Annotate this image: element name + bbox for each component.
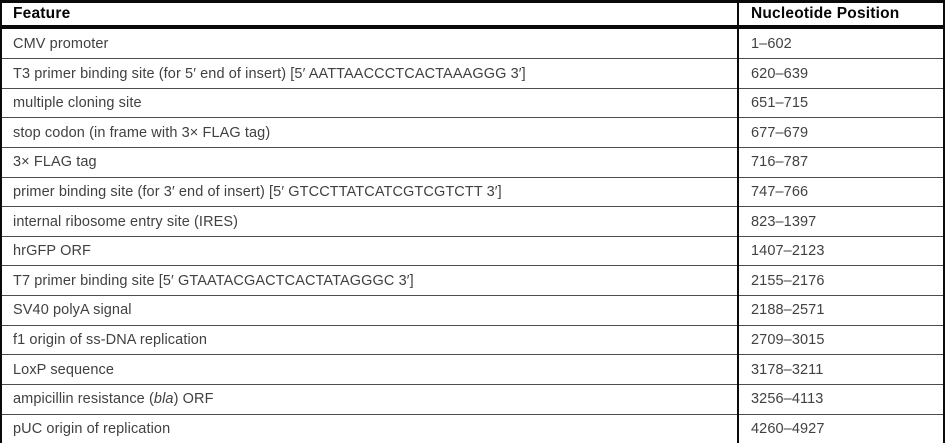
table-row: hrGFP ORF 1407–2123 [1, 236, 944, 267]
position-cell: 677–679 [737, 117, 944, 149]
position-cell: 4260–4927 [737, 414, 944, 443]
feature-cell: CMV promoter [1, 27, 738, 60]
position-cell: 2155–2176 [737, 265, 944, 297]
feature-cell: internal ribosome entry site (IRES) [1, 206, 738, 237]
table-row: pUC origin of replication 4260–4927 [1, 414, 944, 443]
gene-name-italic: bla [153, 391, 174, 408]
feature-cell: LoxP sequence [1, 354, 738, 385]
position-cell: 1–602 [737, 27, 944, 60]
position-cell: 3256–4113 [737, 384, 944, 415]
feature-cell: f1 origin of ss-DNA replication [1, 325, 738, 356]
position-cell: 620–639 [737, 58, 944, 89]
table-row: T7 primer binding site [5′ GTAATACGACTCA… [1, 265, 944, 297]
table-row: ampicillin resistance (bla) ORF 3256–411… [1, 384, 944, 415]
table-row: LoxP sequence 3178–3211 [1, 354, 944, 385]
table-row: f1 origin of ss-DNA replication 2709–301… [1, 325, 944, 356]
feature-cell: primer binding site (for 3′ end of inser… [1, 177, 738, 208]
feature-cell: T3 primer binding site (for 5′ end of in… [1, 58, 738, 89]
position-cell: 3178–3211 [737, 354, 944, 385]
column-header-feature: Feature [1, 1, 738, 29]
table-row: primer binding site (for 3′ end of inser… [1, 177, 944, 208]
feature-cell: multiple cloning site [1, 88, 738, 119]
table-row: multiple cloning site 651–715 [1, 88, 944, 119]
feature-cell: ampicillin resistance (bla) ORF [1, 384, 738, 415]
table-row: stop codon (in frame with 3× FLAG tag) 6… [1, 117, 944, 149]
table-row: SV40 polyA signal 2188–2571 [1, 295, 944, 326]
position-cell: 823–1397 [737, 206, 944, 237]
feature-text-suffix: ) ORF [173, 391, 214, 408]
table-row: 3× FLAG tag 716–787 [1, 147, 944, 178]
feature-text-prefix: ampicillin resistance ( [13, 391, 154, 408]
position-cell: 651–715 [737, 88, 944, 119]
position-cell: 2709–3015 [737, 325, 944, 356]
feature-cell: T7 primer binding site [5′ GTAATACGACTCA… [1, 265, 738, 297]
header-row: Feature Nucleotide Position [1, 1, 944, 29]
position-cell: 716–787 [737, 147, 944, 178]
table-row: T3 primer binding site (for 5′ end of in… [1, 58, 944, 89]
position-cell: 747–766 [737, 177, 944, 208]
feature-cell: pUC origin of replication [13, 420, 171, 437]
column-header-nucleotide-position: Nucleotide Position [737, 1, 944, 29]
feature-cell: SV40 polyA signal [1, 295, 738, 326]
feature-cell: hrGFP ORF [1, 236, 738, 267]
feature-cell: stop codon (in frame with 3× FLAG tag) [1, 117, 738, 149]
feature-cell: 3× FLAG tag [1, 147, 738, 178]
position-cell: 1407–2123 [737, 236, 944, 267]
table-row: internal ribosome entry site (IRES) 823–… [1, 206, 944, 237]
position-cell: 2188–2571 [737, 295, 944, 326]
table-row: CMV promoter 1–602 [1, 27, 944, 60]
